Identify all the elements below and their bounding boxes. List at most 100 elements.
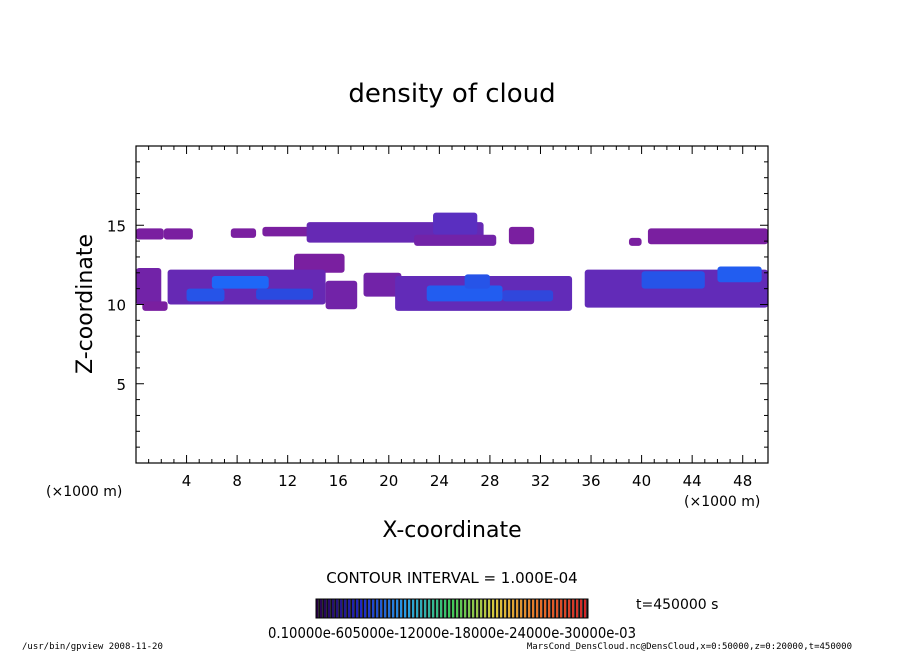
colorbar-cell <box>436 599 439 618</box>
colorbar-cell-gap <box>458 599 460 618</box>
colorbar-cell-gap <box>470 599 472 618</box>
colorbar-cell <box>564 599 567 618</box>
cloud-region <box>647 228 768 245</box>
colorbar-cell-gap <box>554 599 556 618</box>
colorbar-cell <box>392 599 395 618</box>
colorbar-cell <box>544 599 547 618</box>
colorbar-cell <box>480 599 483 618</box>
colorbar-cell-gap <box>386 599 388 618</box>
colorbar-cell <box>412 599 415 618</box>
colorbar-cell-gap <box>462 599 464 618</box>
x-tick-label: 44 <box>683 472 702 490</box>
cloud-region <box>502 290 554 302</box>
colorbar-cell-gap <box>526 599 528 618</box>
y-axis-label: Z-coordinate <box>73 234 98 374</box>
colorbar-cell-gap <box>434 599 436 618</box>
colorbar-cell <box>428 599 431 618</box>
cloud-region <box>136 228 164 240</box>
colorbar-cell-gap <box>362 599 364 618</box>
colorbar-cell <box>360 599 363 618</box>
colorbar <box>316 599 588 618</box>
x-tick-label: 8 <box>232 472 242 490</box>
colorbar-cell-gap <box>394 599 396 618</box>
cloud-region <box>186 288 225 302</box>
colorbar-cell <box>448 599 451 618</box>
colorbar-cell-gap <box>514 599 516 618</box>
cloud-region <box>508 226 535 245</box>
colorbar-cell <box>400 599 403 618</box>
colorbar-cell <box>452 599 455 618</box>
colorbar-cell-gap <box>494 599 496 618</box>
colorbar-cell-gap <box>442 599 444 618</box>
colorbar-cell <box>560 599 563 618</box>
colorbar-cell <box>320 599 323 618</box>
colorbar-cell-gap <box>538 599 540 618</box>
cloud-region <box>325 280 358 310</box>
data-regions <box>136 212 768 311</box>
cloud-region <box>230 228 257 238</box>
colorbar-cell <box>584 599 587 618</box>
colorbar-cell-gap <box>534 599 536 618</box>
x-tick-label: 48 <box>733 472 752 490</box>
colorbar-cell-gap <box>574 599 576 618</box>
colorbar-cell-gap <box>566 599 568 618</box>
colorbar-cell <box>520 599 523 618</box>
cloud-region <box>294 253 345 273</box>
colorbar-cell <box>528 599 531 618</box>
colorbar-cell-gap <box>490 599 492 618</box>
cloud-region <box>628 237 642 246</box>
colorbar-cell-gap <box>374 599 376 618</box>
colorbar-cell-gap <box>578 599 580 618</box>
colorbar-cell-gap <box>410 599 412 618</box>
x-tick-label: 32 <box>531 472 550 490</box>
colorbar-cell-gap <box>402 599 404 618</box>
colorbar-cell-gap <box>382 599 384 618</box>
x-tick-label: 16 <box>329 472 348 490</box>
colorbar-cell <box>496 599 499 618</box>
colorbar-cell <box>404 599 407 618</box>
y-tick-label: 15 <box>107 217 126 235</box>
colorbar-cell <box>572 599 575 618</box>
x-tick-label: 36 <box>581 472 600 490</box>
colorbar-cell <box>352 599 355 618</box>
colorbar-cell <box>552 599 555 618</box>
colorbar-cell <box>340 599 343 618</box>
colorbar-frame <box>315 598 589 619</box>
cloud-region <box>136 268 162 305</box>
colorbar-cell-gap <box>322 599 324 618</box>
colorbar-cell-gap <box>522 599 524 618</box>
colorbar-cell <box>548 599 551 618</box>
colorbar-cell-gap <box>474 599 476 618</box>
colorbar-cell <box>380 599 383 618</box>
colorbar-cell <box>416 599 419 618</box>
colorbar-cell-gap <box>550 599 552 618</box>
colorbar-cell-gap <box>354 599 356 618</box>
colorbar-cell <box>484 599 487 618</box>
colorbar-cell <box>440 599 443 618</box>
colorbar-cell-gap <box>466 599 468 618</box>
colorbar-cell <box>460 599 463 618</box>
y-tick-label: 5 <box>116 376 126 394</box>
colorbar-cell-gap <box>546 599 548 618</box>
colorbar-cell <box>324 599 327 618</box>
colorbar-cell <box>492 599 495 618</box>
colorbar-cell <box>500 599 503 618</box>
colorbar-cell <box>580 599 583 618</box>
x-tick-label: 20 <box>379 472 398 490</box>
colorbar-cell <box>376 599 379 618</box>
colorbar-cell-gap <box>326 599 328 618</box>
colorbar-cell <box>488 599 491 618</box>
cloud-region <box>426 285 503 302</box>
colorbar-cell <box>444 599 447 618</box>
y-tick-label: 10 <box>107 297 126 315</box>
colorbar-cell <box>368 599 371 618</box>
cloud-region <box>641 271 705 289</box>
colorbar-cell <box>348 599 351 618</box>
colorbar-cell <box>512 599 515 618</box>
chart-title: density of cloud <box>348 79 555 109</box>
colorbar-cell <box>388 599 391 618</box>
x-tick-label: 24 <box>430 472 449 490</box>
colorbar-cell-gap <box>498 599 500 618</box>
colorbar-cell-gap <box>482 599 484 618</box>
x-axis-label: X-coordinate <box>382 518 521 543</box>
